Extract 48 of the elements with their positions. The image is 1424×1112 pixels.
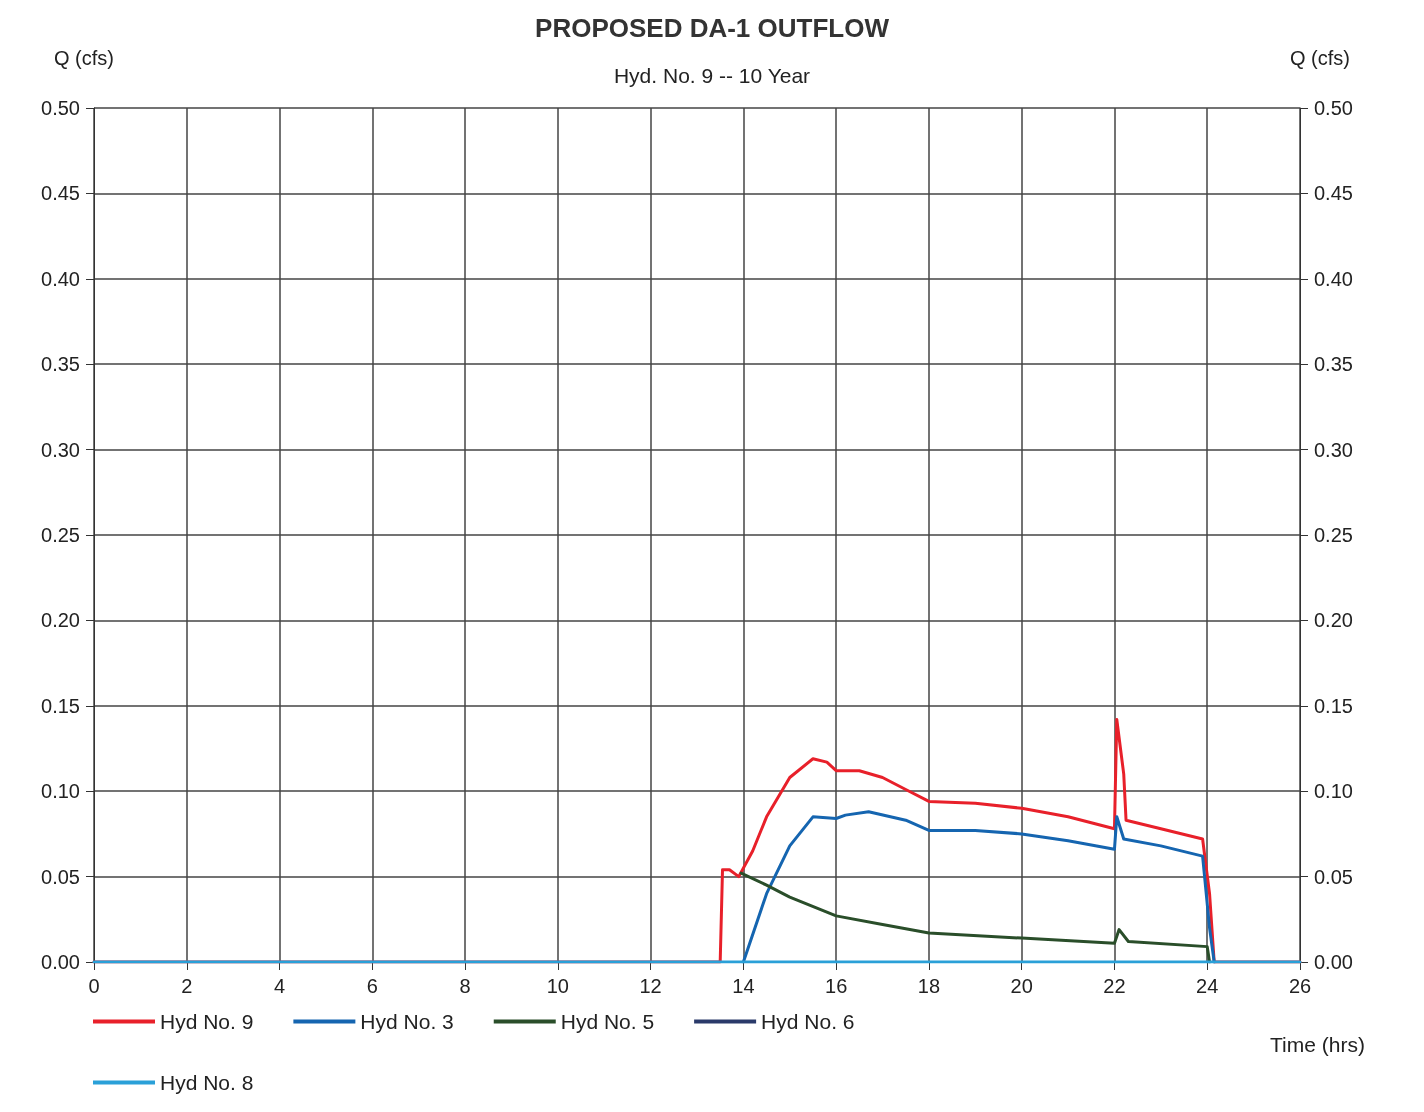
y2-tick-label: 0.05: [1314, 865, 1353, 888]
legend-label: Hyd No. 5: [560, 1010, 655, 1033]
y2-tick-label: 0.00: [1314, 951, 1353, 973]
x-tick-label: 14: [732, 975, 755, 997]
y-tick-label: 0.25: [41, 524, 80, 546]
y-tick-label: 0.05: [41, 865, 80, 888]
y-tick-label: 0.00: [41, 951, 80, 973]
y-tick-label: 0.35: [41, 353, 80, 376]
legend-label: Hyd No. 6: [761, 1010, 855, 1033]
x-tick-label: 12: [639, 975, 662, 997]
line-series: [741, 810, 1216, 964]
x-tick-label: 24: [1196, 975, 1219, 997]
y2-tick-label: 0.50: [1314, 97, 1353, 119]
x-tick-label: 26: [1288, 975, 1312, 997]
y-tick-label: 0.45: [41, 182, 80, 205]
legend-label: Hyd No. 9: [160, 1010, 254, 1033]
y2-tick-label: 0.10: [1314, 780, 1353, 803]
x-tick-label: 10: [546, 975, 569, 997]
line-series: [739, 871, 1212, 964]
x-tick-label: 22: [1103, 975, 1126, 997]
x-tick-label: 4: [273, 975, 286, 997]
y-tick-label: 0.20: [41, 609, 80, 632]
y-tick-label: 0.40: [41, 267, 80, 290]
y2-axis-title: Q (cfs): [1290, 47, 1350, 69]
x-tick-label: 8: [459, 975, 471, 997]
x-tick-label: 6: [366, 975, 378, 997]
y2-tick-label: 0.45: [1314, 182, 1353, 205]
y2-tick-label: 0.30: [1314, 438, 1353, 461]
chart-title: PROPOSED DA-1 OUTFLOW: [535, 13, 890, 43]
legend-label: Hyd No. 3: [360, 1010, 454, 1033]
x-tick-label: 16: [825, 975, 848, 997]
x-tick-label: 18: [917, 975, 941, 997]
x-axis-title: Time (hrs): [1270, 1033, 1365, 1056]
x-tick-label: 20: [1010, 975, 1033, 997]
x-tick-label: 2: [181, 975, 193, 997]
y-tick-label: 0.30: [41, 438, 80, 461]
legend-label: Hyd No. 8: [160, 1071, 254, 1094]
chart-subtitle: Hyd. No. 9 -- 10 Year: [613, 64, 811, 87]
y-tick-label: 0.50: [41, 97, 80, 119]
y2-tick-label: 0.25: [1314, 524, 1353, 546]
y2-tick-label: 0.35: [1314, 353, 1353, 376]
y-axis-title: Q (cfs): [54, 47, 114, 69]
x-tick-label: 0: [88, 975, 100, 997]
y-tick-label: 0.10: [41, 780, 80, 803]
y-tick-label: 0.15: [41, 694, 80, 717]
y2-tick-label: 0.15: [1314, 694, 1353, 717]
y2-tick-label: 0.40: [1314, 267, 1353, 290]
y2-tick-label: 0.20: [1314, 609, 1353, 632]
